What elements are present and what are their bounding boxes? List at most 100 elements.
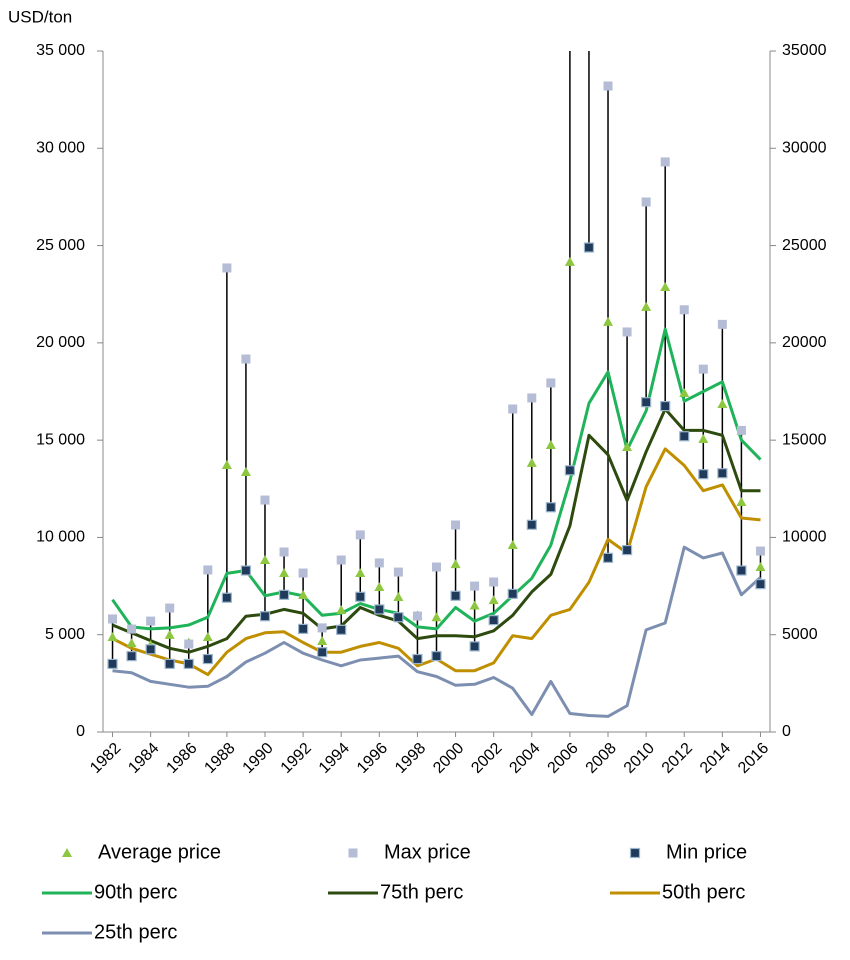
- x-tick-label: 2014: [697, 740, 734, 777]
- x-tick-label: 2012: [659, 740, 696, 777]
- triangle-marker: [755, 562, 766, 572]
- square-marker: [336, 555, 346, 565]
- square-marker: [736, 425, 746, 435]
- y-tick-label: 35 000: [36, 42, 85, 59]
- y-tick-label: 25 000: [36, 237, 85, 254]
- y-tick-label: 15 000: [36, 431, 85, 448]
- x-tick-label: 1992: [278, 740, 315, 777]
- triangle-marker: [507, 540, 518, 550]
- x-tick-label: 1996: [354, 740, 391, 777]
- square-marker: [432, 562, 441, 572]
- triangle-marker: [641, 301, 652, 311]
- y2-tick-label: 0: [782, 723, 791, 740]
- square-marker: [603, 81, 613, 91]
- legend-label: 50th perc: [662, 881, 745, 903]
- square-marker: [412, 653, 423, 665]
- triangle-marker: [374, 582, 385, 592]
- y2-tick-label: 25000: [782, 237, 827, 254]
- triangle-marker: [660, 282, 671, 292]
- y2-tick-label: 35000: [782, 42, 827, 59]
- square-marker: [107, 658, 118, 670]
- triangle-marker: [259, 554, 270, 564]
- x-tick-label: 2010: [621, 740, 658, 777]
- square-marker: [260, 495, 270, 505]
- legend-label: 25th perc: [94, 921, 177, 943]
- triangle-marker: [62, 848, 72, 857]
- square-marker: [629, 847, 641, 859]
- x-tick-label: 2000: [430, 740, 467, 777]
- square-marker: [679, 431, 690, 442]
- series-line: [112, 545, 762, 718]
- x-tick-label: 2008: [583, 740, 620, 777]
- square-marker: [222, 263, 232, 273]
- square-marker: [736, 565, 747, 576]
- triangle-marker: [717, 398, 728, 408]
- x-tick-label: 1984: [125, 740, 162, 777]
- triangle-marker: [603, 316, 614, 326]
- square-marker: [221, 592, 232, 603]
- triangle-marker: [336, 605, 347, 615]
- y2-tick-label: 5000: [782, 626, 818, 643]
- square-marker: [755, 546, 765, 556]
- y2-tick-label: 30000: [782, 140, 827, 157]
- square-marker: [203, 565, 213, 575]
- triangle-marker: [564, 256, 575, 266]
- square-marker: [488, 615, 499, 626]
- square-marker: [469, 641, 480, 652]
- triangle-marker: [698, 433, 709, 443]
- triangle-marker: [107, 632, 118, 642]
- square-marker: [184, 639, 194, 649]
- series-line: [111, 407, 761, 654]
- square-marker: [240, 565, 252, 576]
- square-marker: [489, 577, 499, 587]
- square-marker: [145, 644, 156, 655]
- square-marker: [527, 393, 537, 403]
- square-marker: [545, 502, 556, 513]
- y-tick-label: 0: [76, 723, 85, 740]
- triangle-marker: [126, 638, 137, 648]
- square-marker: [507, 588, 518, 599]
- y2-tick-label: 20000: [782, 334, 827, 351]
- square-marker: [278, 589, 290, 600]
- x-tick-label: 1982: [87, 740, 124, 777]
- triangle-marker: [431, 612, 442, 622]
- square-marker: [108, 614, 118, 624]
- square-marker: [698, 469, 709, 480]
- x-tick-label: 1990: [240, 740, 277, 777]
- square-marker: [450, 590, 461, 601]
- x-tick-label: 2006: [545, 740, 582, 777]
- x-tick-label: 1988: [201, 740, 238, 777]
- y2-tick-label: 15000: [782, 431, 827, 448]
- square-marker: [317, 623, 327, 633]
- square-marker: [546, 378, 556, 388]
- square-marker: [317, 647, 328, 658]
- square-marker: [641, 197, 651, 207]
- square-marker: [451, 520, 461, 530]
- square-marker: [431, 651, 442, 662]
- square-marker: [126, 651, 137, 662]
- square-marker: [679, 305, 689, 315]
- legend-label: 75th perc: [380, 881, 463, 903]
- triangle-marker: [298, 590, 309, 600]
- y-axis-label: USD/ton: [8, 7, 72, 26]
- triangle-marker: [393, 591, 404, 601]
- triangle-marker: [622, 441, 633, 451]
- square-marker: [164, 658, 175, 670]
- y-tick-label: 5 000: [45, 626, 85, 643]
- triangle-marker: [355, 568, 366, 578]
- legend-label: 90th perc: [94, 881, 177, 903]
- square-marker: [602, 552, 614, 563]
- square-marker: [621, 544, 633, 556]
- square-marker: [348, 848, 358, 858]
- square-marker: [412, 611, 422, 621]
- y-tick-label: 10 000: [36, 529, 85, 546]
- triangle-marker: [317, 635, 328, 645]
- square-marker: [393, 612, 404, 623]
- square-marker: [564, 465, 576, 476]
- square-marker: [698, 364, 708, 374]
- triangle-marker: [736, 497, 747, 507]
- triangle-marker: [545, 440, 556, 450]
- square-marker: [298, 623, 309, 634]
- square-marker: [279, 547, 289, 557]
- square-marker: [355, 530, 365, 540]
